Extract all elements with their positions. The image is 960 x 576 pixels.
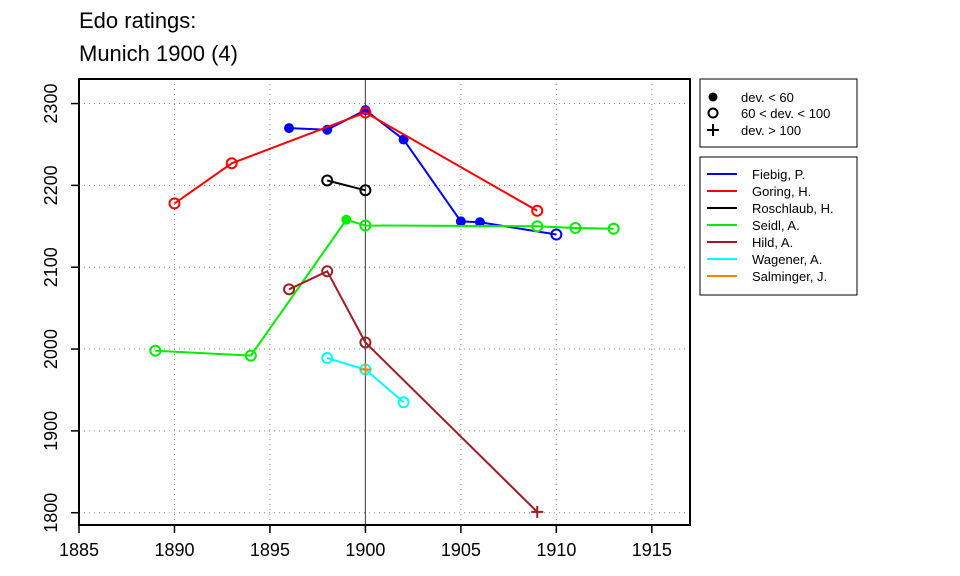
series-line [155, 218, 614, 357]
series-line [288, 270, 538, 513]
legend-label: Roschlaub, H. [752, 201, 834, 216]
marker-legend-label-1: dev. < 60 [741, 90, 794, 105]
data-point [149, 344, 162, 357]
x-tick-label: 1915 [632, 540, 672, 560]
data-point [607, 222, 620, 235]
y-tick-label: 1800 [41, 493, 61, 533]
series-group [321, 174, 372, 197]
plot-frame [78, 78, 691, 526]
series-group [149, 214, 620, 362]
legend-label: Hild, A. [752, 235, 793, 250]
x-tick-label: 1890 [154, 540, 194, 560]
data-point [569, 221, 582, 234]
legend-label: Salminger, J. [752, 269, 827, 284]
data-point [168, 197, 181, 210]
series-group [283, 265, 544, 518]
data-point [341, 214, 352, 225]
data-point [321, 352, 334, 365]
data-point [397, 396, 410, 409]
data-point [550, 228, 563, 241]
axes: 1885 1890 1895 1900 1905 1910 1915 1800 1900 2000… [41, 84, 672, 560]
series-legend: Fiebig, P. Goring, H. Roschlaub, H. Seidl, … [699, 156, 858, 296]
data-point [359, 219, 372, 232]
marker-legend-label-2: 60 < dev. < 100 [741, 106, 830, 121]
data-point [398, 134, 409, 145]
y-tick-label: 2100 [41, 247, 61, 287]
filled-circle-marker-icon [708, 92, 718, 102]
data-point [455, 216, 466, 227]
series-line [326, 179, 366, 192]
series-layer [149, 105, 620, 518]
y-tick-label: 2200 [41, 165, 61, 205]
data-point [321, 265, 334, 278]
x-tick-label: 1905 [441, 540, 481, 560]
marker-legend: dev. < 60 60 < dev. < 100 dev. > 100 [699, 78, 858, 148]
legend-label: Fiebig, P. [752, 167, 805, 182]
data-point [283, 283, 296, 296]
grid-layer [78, 79, 690, 525]
x-tick-label: 1885 [59, 540, 99, 560]
data-point [359, 106, 372, 119]
data-point [531, 505, 544, 518]
data-point [225, 157, 238, 170]
chart-title-line-1: Edo ratings: [79, 8, 196, 33]
data-point [284, 123, 295, 134]
data-point [531, 220, 544, 233]
x-tick-label: 1910 [536, 540, 576, 560]
series-group [168, 106, 544, 217]
data-point [359, 336, 372, 349]
plus-marker-icon [707, 124, 719, 136]
legend-label: Goring, H. [752, 184, 811, 199]
data-point [244, 349, 257, 362]
series-group [359, 363, 372, 376]
data-point [359, 184, 372, 197]
data-point [359, 363, 372, 376]
legend-label: Wagener, A. [752, 252, 822, 267]
legend-label: Seidl, A. [752, 218, 800, 233]
chart-title-line-2: Munich 1900 (4) [79, 41, 238, 66]
marker-legend-label-3: dev. > 100 [741, 123, 801, 138]
y-tick-label: 1900 [41, 411, 61, 451]
x-tick-label: 1900 [345, 540, 385, 560]
data-point [474, 217, 485, 228]
y-tick-label: 2300 [41, 84, 61, 124]
y-tick-label: 2000 [41, 329, 61, 369]
data-point [531, 204, 544, 217]
x-tick-label: 1895 [250, 540, 290, 560]
marker-legend-box [699, 78, 858, 148]
series-group [284, 105, 563, 241]
open-circle-marker-icon [707, 107, 719, 119]
data-point [321, 174, 334, 187]
series-line [173, 111, 538, 212]
